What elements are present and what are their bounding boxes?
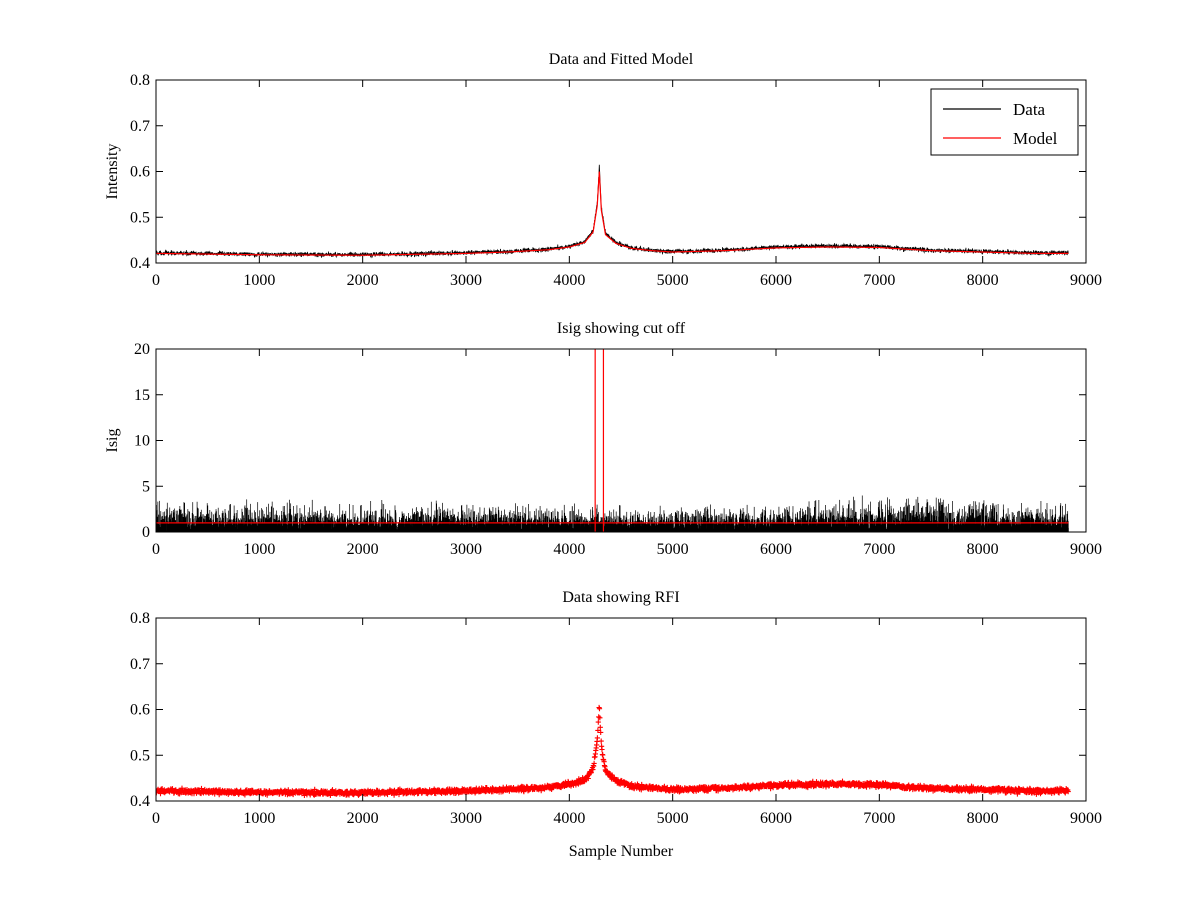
x-tick-label: 5000	[657, 272, 689, 289]
x-tick-label: 0	[152, 810, 160, 827]
x-tick-label: 8000	[967, 810, 999, 827]
y-axis-label-top: Intensity	[104, 144, 121, 200]
series-line-model	[156, 171, 1069, 256]
x-tick-label: 5000	[657, 541, 689, 558]
x-tick-label: 2000	[347, 810, 379, 827]
x-tick-label: 2000	[347, 541, 379, 558]
y-tick-label: 0.4	[130, 793, 150, 810]
x-tick-label: 6000	[760, 810, 792, 827]
legend-label-data: Data	[1013, 100, 1046, 119]
series-rfi-markers	[156, 704, 1071, 798]
x-tick-label: 3000	[450, 272, 482, 289]
y-tick-label: 0.7	[130, 118, 150, 135]
x-tick-label: 9000	[1070, 541, 1102, 558]
legend: Data Model	[930, 88, 1079, 156]
x-tick-label: 4000	[553, 810, 585, 827]
y-tick-label: 10	[134, 433, 150, 450]
x-tick-label: 9000	[1070, 272, 1102, 289]
x-tick-label: 1000	[243, 810, 275, 827]
y-tick-label: 0	[142, 524, 150, 541]
plot-area-bottom	[156, 704, 1071, 798]
y-tick-label: 0.7	[130, 656, 150, 673]
y-tick-label: 0.5	[130, 747, 150, 764]
y-tick-label: 0.8	[130, 610, 150, 627]
x-tick-label: 4000	[553, 541, 585, 558]
panels: 0 1000 2000 3000 4000 5000 6000 7000 8000 90000.4…	[104, 51, 1102, 860]
chart-panel-top: 0 1000 2000 3000 4000 5000 6000 7000 8000 9000 0.4…	[104, 51, 1102, 289]
y-tick-label: 0.6	[130, 702, 150, 719]
y-tick-label: 20	[134, 341, 150, 358]
chart-title-middle: Isig showing cut off	[557, 320, 686, 337]
x-tick-label: 3000	[450, 541, 482, 558]
y-axis-label-middle: Isig	[104, 429, 121, 453]
y-tick-label: 15	[134, 387, 150, 404]
y-tick-label: 0.5	[130, 209, 150, 226]
y-tick-label: 0.6	[130, 164, 150, 181]
x-tick-label: 7000	[863, 541, 895, 558]
x-tick-label: 8000	[967, 272, 999, 289]
x-tick-label: 6000	[760, 541, 792, 558]
x-tick-label: 3000	[450, 810, 482, 827]
legend-label-model: Model	[1013, 129, 1058, 148]
x-tick-label: 2000	[347, 272, 379, 289]
plot-area-middle	[156, 349, 1069, 532]
x-tick-label: 7000	[863, 272, 895, 289]
x-tick-label: 9000	[1070, 810, 1102, 827]
chart-panel-bottom: 0 1000 2000 3000 4000 5000 6000 7000 8000 9000 0.4…	[130, 589, 1102, 860]
chart-title-bottom: Data showing RFI	[562, 589, 679, 606]
x-tick-label: 7000	[863, 810, 895, 827]
y-tick-label: 5	[142, 478, 150, 495]
plot-area-top	[156, 164, 1069, 259]
y-tick-label: 0.8	[130, 72, 150, 89]
x-tick-label: 0	[152, 272, 160, 289]
legend-box	[930, 88, 1079, 156]
x-tick-label: 0	[152, 541, 160, 558]
series-isig-spikes	[156, 495, 1069, 532]
x-tick-label: 1000	[243, 541, 275, 558]
y-tick-label: 0.4	[130, 255, 150, 272]
chart-panel-middle: 0 1000 2000 3000 4000 5000 6000 7000 8000 9000 0 5 1…	[104, 320, 1102, 558]
x-axis-label-bottom: Sample Number	[569, 843, 674, 860]
x-tick-label: 1000	[243, 272, 275, 289]
chart-title-top: Data and Fitted Model	[549, 51, 694, 68]
x-tick-label: 4000	[553, 272, 585, 289]
x-tick-label: 8000	[967, 541, 999, 558]
x-tick-label: 6000	[760, 272, 792, 289]
x-tick-label: 5000	[657, 810, 689, 827]
